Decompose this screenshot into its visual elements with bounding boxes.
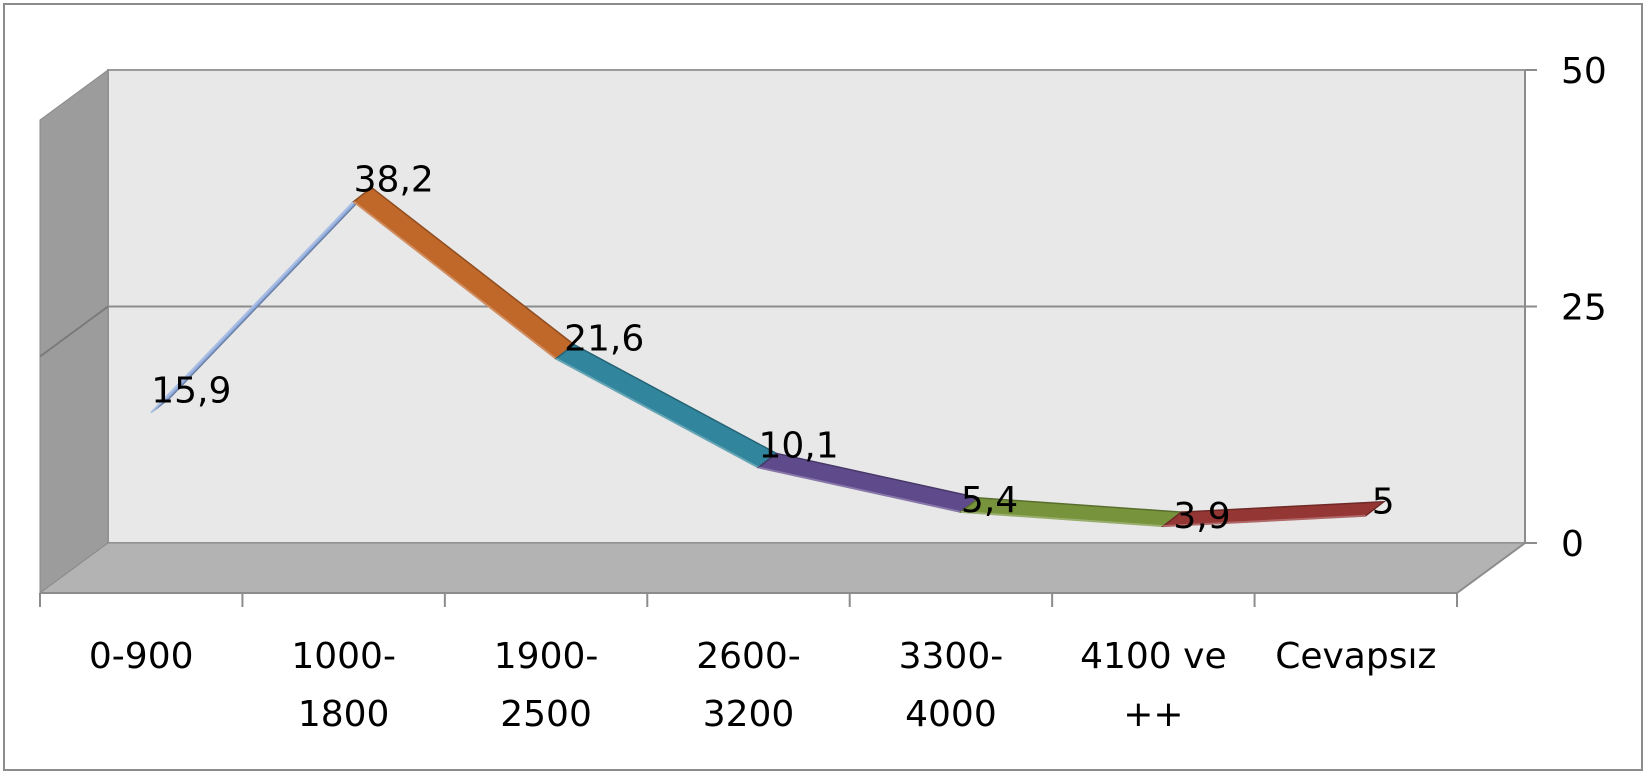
x-tick-label: 0-900 bbox=[89, 636, 194, 677]
y-tick-label: 25 bbox=[1561, 288, 1607, 329]
y-tick-label: 50 bbox=[1561, 51, 1607, 92]
floor bbox=[38, 542, 1527, 594]
line-segment-edge bbox=[960, 510, 1164, 528]
x-axis: 0-900 1000-1800 1900-2500 2600-3200 3300-400… bbox=[39, 592, 1458, 735]
data-label: 5 bbox=[1372, 482, 1395, 523]
y-tick-label: 0 bbox=[1561, 524, 1584, 565]
x-tick-label: 2600-3200 bbox=[696, 636, 801, 735]
y-axis: 0 25 50 bbox=[1456, 51, 1607, 594]
y-axis-depth-line bbox=[1456, 542, 1526, 594]
line-segment-edge bbox=[1163, 514, 1366, 528]
data-label: 15,9 bbox=[151, 371, 231, 412]
data-label: 21,6 bbox=[564, 319, 644, 360]
x-tick-label: 1900-2500 bbox=[494, 636, 599, 735]
line-segment-edge bbox=[353, 200, 557, 360]
x-tick-label: Cevapsız bbox=[1275, 636, 1436, 677]
x-tick-label: 4100 ve ++ bbox=[1080, 636, 1227, 735]
x-tick-label: 3300-4000 bbox=[899, 636, 1004, 735]
data-label: 5,4 bbox=[961, 480, 1018, 521]
data-label: 38,2 bbox=[354, 160, 434, 201]
x-tick-label: 1000-1800 bbox=[291, 636, 396, 735]
data-label: 3,9 bbox=[1173, 496, 1230, 537]
data-label: 10,1 bbox=[759, 425, 839, 466]
line-segment-edge bbox=[150, 200, 355, 414]
gridline-side bbox=[39, 305, 109, 358]
line-series bbox=[150, 186, 1387, 528]
gridlines bbox=[39, 305, 1525, 358]
line-segment-edge bbox=[758, 466, 962, 513]
data-labels: 15,9 38,2 21,6 10,1 5,4 3,9 5 bbox=[151, 160, 1394, 537]
line-segment-edge bbox=[555, 357, 759, 469]
